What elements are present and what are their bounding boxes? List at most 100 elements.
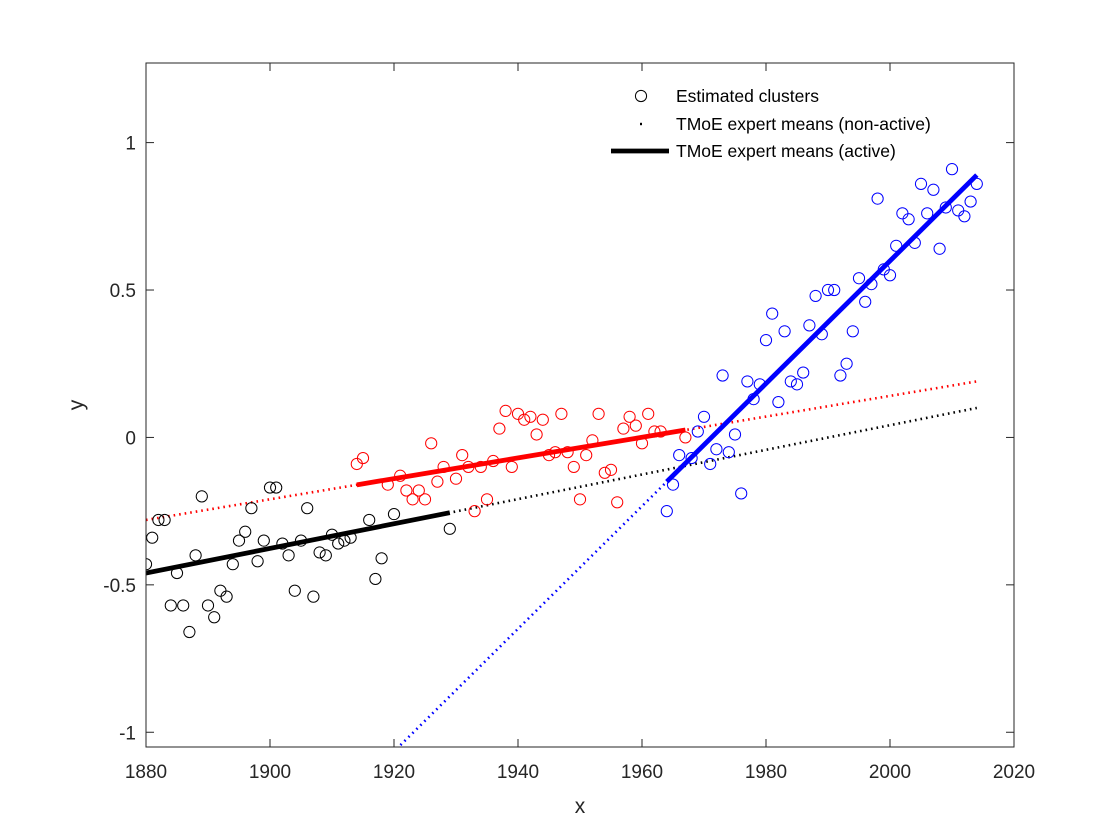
cluster-3-point [970,177,983,190]
y-tick-label: 0.5 [110,281,136,302]
plot-area [146,163,983,747]
cluster-2-point [431,475,444,488]
cluster-3-point [728,428,742,441]
cluster-3-point [821,283,835,297]
cluster-2-point [567,460,580,474]
cluster-2-point [480,493,494,506]
x-axis-label: x [575,795,586,818]
cluster-3-point [939,201,952,214]
cluster-1-point [344,531,357,544]
cluster-2-point [642,407,655,420]
x-tick-label: 1880 [125,762,167,783]
cluster-3-point [660,505,673,518]
cluster-3-point [852,272,866,285]
cluster-2-point [381,478,394,491]
cluster-1-point [313,546,326,559]
cluster-1-point [325,528,339,541]
y-tick-label: -1 [119,723,136,744]
x-tick-label: 1960 [621,762,663,783]
x-tick-label: 1980 [745,762,787,783]
cluster-3-point [871,192,884,205]
legend-entry-label: TMoE expert means (active) [676,141,896,161]
x-tick-label: 1900 [249,762,291,783]
cluster-3-point [921,207,934,220]
cluster-2-point [623,410,636,423]
cluster-1-point [301,502,314,515]
cluster-2-point [617,422,630,435]
cluster-1-point [189,549,202,562]
cluster-3-point [902,213,915,226]
cluster-1-point [288,584,301,597]
cluster-1-point [158,513,171,527]
cluster-3-point [809,289,822,303]
cluster-3-point [840,357,853,370]
cluster-3-point [691,425,704,438]
cluster-1-point [387,507,401,521]
cluster-3-point [883,269,897,282]
cluster-2-point [536,413,549,426]
expert-mean-active-line-2 [356,427,686,488]
cluster-2-point [518,413,531,426]
cluster-2-point [604,463,618,476]
cluster-2-point [449,472,463,485]
cluster-2-point [561,446,574,459]
cluster-3-point [958,210,971,223]
cluster-1-point [201,599,215,612]
cluster-2-point [611,496,624,509]
cluster-3-point [797,366,810,379]
x-tick-label: 2000 [869,762,911,783]
cluster-1-point [307,590,320,603]
cluster-3-point [914,177,928,190]
cluster-2-point [425,437,438,450]
cluster-1-point [226,558,239,571]
y-tick-label: 0 [125,428,136,449]
cluster-3-point [890,239,903,252]
cluster-3-point [859,295,872,308]
cluster-3-point [927,183,940,196]
cluster-1-point [245,502,258,515]
cluster-2-point [462,460,475,474]
cluster-2-point [580,449,593,462]
cluster-2-point [654,425,667,438]
cluster-2-point [679,431,692,444]
cluster-2-point [542,449,556,462]
expert-mean-active-line-1 [146,510,451,576]
cluster-3-point [908,236,921,249]
cluster-1-point [239,525,252,538]
cluster-1-point [443,522,456,535]
cluster-1-point [276,537,289,550]
cluster-2-point [394,469,407,482]
cluster-2-point [456,449,469,462]
cluster-2-point [499,404,512,417]
axes: 1880 1900 1920 1940 1960 1980 2000 2020 -1 -0.5 0 0… [65,62,1035,818]
cluster-3-point [766,307,779,320]
cluster-2-point [524,410,537,423]
cluster-2-point [629,419,642,432]
x-tick-label: 1940 [497,762,539,783]
cluster-1-point [294,534,308,547]
cluster-2-point [487,454,500,468]
cluster-3-point [704,457,717,471]
cluster-1-point [208,611,221,624]
cluster-3-point [933,242,946,255]
cluster-3-point [828,283,841,297]
cluster-2-point [400,484,413,497]
cluster-3-point [685,451,698,465]
cluster-3-point [790,378,804,391]
cluster-3-point [772,395,785,409]
cluster-1-point [195,490,208,503]
cluster-2-point [555,407,568,420]
cluster-3-point [735,487,748,500]
y-tick-label: 1 [125,134,136,155]
cluster-2-point [356,451,370,465]
cluster-1-point [363,513,376,527]
cluster-1-point [338,534,351,547]
cluster-3-point [666,478,680,491]
cluster-3-point [722,446,735,459]
cluster-2-point [474,460,487,474]
x-tick-label: 2020 [993,762,1035,783]
y-axis-label: y [65,399,88,410]
cluster-2-point [549,446,562,459]
